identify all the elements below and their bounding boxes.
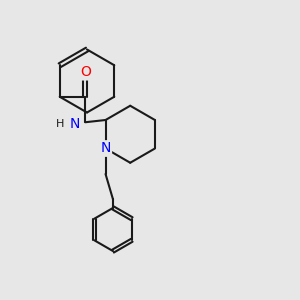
Text: O: O — [80, 65, 91, 79]
Text: H: H — [56, 119, 64, 129]
Text: N: N — [100, 142, 111, 155]
Text: N: N — [70, 117, 80, 131]
